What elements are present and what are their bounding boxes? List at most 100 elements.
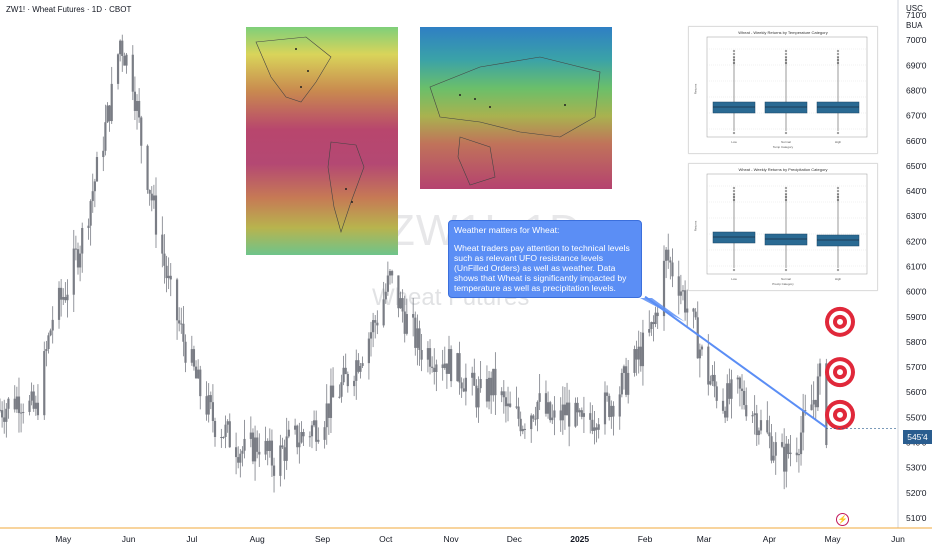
- candle-body: [283, 447, 286, 461]
- candle-body: [374, 320, 377, 323]
- candle-body: [60, 287, 63, 300]
- candle-body: [549, 402, 552, 421]
- candle: [161, 216, 164, 268]
- boxplot-outlier: [836, 198, 840, 202]
- candle-body: [104, 122, 107, 151]
- candle-body: [521, 428, 524, 432]
- price-tick-label: 570'0: [906, 362, 927, 372]
- boxplot-outlier: [836, 131, 840, 135]
- target-ring: [837, 411, 843, 418]
- candle: [30, 382, 33, 406]
- candle-body: [416, 328, 419, 348]
- candle-body: [563, 404, 567, 416]
- candle: [441, 349, 444, 381]
- candle: [338, 384, 341, 399]
- candle: [494, 352, 497, 415]
- candle-body: [447, 349, 451, 374]
- candle-body: [357, 360, 360, 372]
- candle: [222, 436, 225, 439]
- candle-body: [30, 391, 33, 401]
- candle: [667, 233, 670, 269]
- candle: [74, 235, 77, 261]
- candle: [405, 298, 408, 336]
- candle-body: [662, 260, 666, 317]
- boxplot-category-label: High: [835, 140, 842, 144]
- candle: [285, 417, 288, 470]
- candle: [530, 413, 533, 443]
- candle-body: [724, 410, 727, 418]
- boxplot-outlier: [836, 189, 840, 193]
- candle: [726, 374, 729, 422]
- candle: [568, 389, 571, 447]
- candle: [87, 218, 90, 240]
- candle-body: [477, 388, 480, 408]
- price-axis[interactable]: 710'0 700'0 690'0 680'0 670'0 660'0 650'0 640'0…: [897, 0, 927, 528]
- candle: [249, 416, 252, 448]
- candle-body: [428, 348, 432, 367]
- candle-body: [637, 346, 640, 360]
- candle: [816, 363, 819, 411]
- candle: [228, 413, 231, 448]
- candle: [559, 397, 562, 432]
- candle: [367, 332, 370, 380]
- candle: [119, 39, 122, 62]
- candle-body: [146, 145, 149, 190]
- candle-body: [355, 360, 358, 381]
- candle-body: [49, 330, 52, 336]
- time-axis[interactable]: May Jun Jul Aug Sep Oct Nov Dec 2025 Feb Mar Apr May…: [0, 527, 932, 544]
- boxplot-frame: [706, 36, 868, 138]
- candle: [148, 189, 151, 206]
- candle-body: [175, 279, 179, 321]
- candle: [605, 385, 609, 402]
- candle: [89, 199, 92, 246]
- candle: [268, 428, 271, 458]
- candle: [799, 416, 803, 466]
- candle: [738, 376, 742, 407]
- candle: [197, 359, 200, 380]
- candle: [574, 397, 577, 428]
- candle: [551, 404, 554, 425]
- time-tick-label: Jun: [122, 534, 136, 544]
- boxplot-outlier: [732, 192, 736, 196]
- candle: [251, 428, 255, 465]
- candle: [135, 94, 139, 130]
- candle: [608, 393, 611, 421]
- candle: [331, 367, 335, 398]
- boxplot-outlier: [732, 61, 736, 65]
- candle-body: [789, 452, 792, 455]
- candle-body: [770, 436, 773, 461]
- weather-callout[interactable]: Weather matters for Wheat: Wheat traders…: [448, 220, 642, 298]
- candle-body: [694, 311, 697, 318]
- candlestick-series: [0, 34, 828, 493]
- candle-body: [605, 392, 609, 396]
- candle-body: [561, 404, 564, 421]
- candle-body: [816, 376, 819, 408]
- candle-body: [544, 393, 548, 414]
- candle-body: [743, 390, 746, 406]
- precipitation-boxplot-title: Wheat - Weekly Returns by Precipitation …: [738, 167, 828, 172]
- boxplot-outlier: [784, 268, 788, 272]
- candle-body: [237, 457, 240, 463]
- precipitation-boxplot: Wheat - Weekly Returns by Precipitation …: [688, 163, 878, 291]
- candle-body: [787, 443, 790, 455]
- trendline[interactable]: [640, 295, 827, 429]
- candle-body: [679, 291, 682, 296]
- candle-body: [239, 453, 242, 463]
- candle: [131, 45, 134, 101]
- candle-body: [551, 417, 554, 421]
- temperature-boxplot-ylabel: Returns: [693, 83, 698, 95]
- boxplot-box: [712, 186, 756, 272]
- candle-body: [709, 381, 712, 385]
- candle-body: [814, 399, 817, 408]
- lightning-icon[interactable]: ⚡: [836, 513, 849, 526]
- price-tick-label: 710'0: [906, 10, 927, 20]
- candle: [456, 352, 459, 382]
- candle-body: [538, 393, 541, 402]
- candle: [325, 384, 328, 445]
- candle: [707, 334, 710, 396]
- boxplot-outlier: [836, 268, 840, 272]
- price-tick-label: 580'0: [906, 337, 927, 347]
- candle-body: [745, 405, 748, 417]
- candle: [795, 437, 798, 463]
- candle-body: [197, 369, 200, 379]
